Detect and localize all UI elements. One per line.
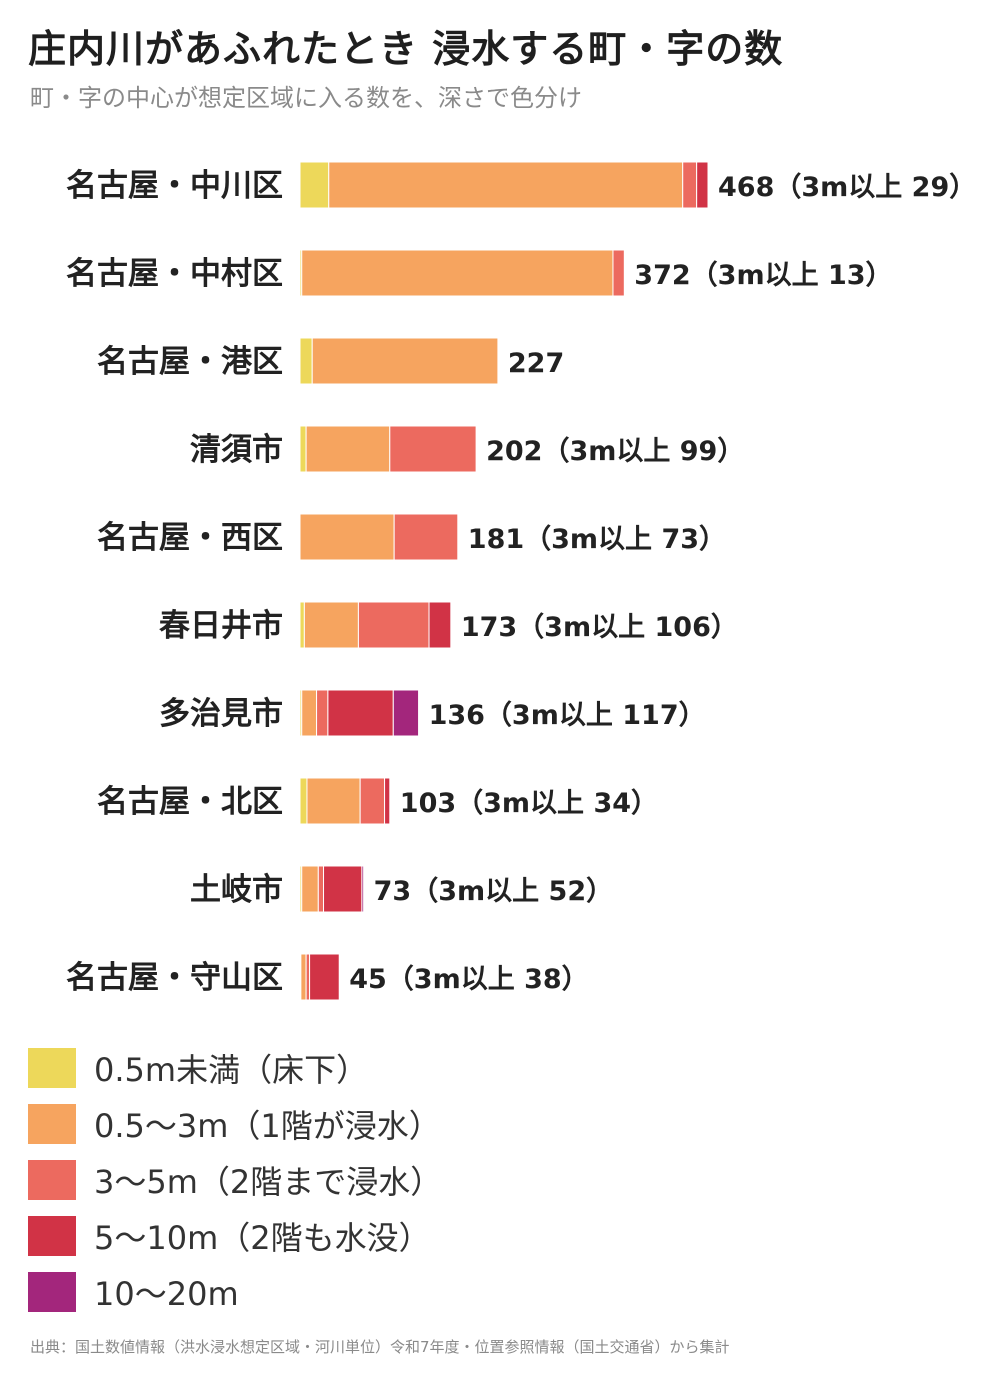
legend-item: 3〜5m（2階まで浸水） — [28, 1152, 442, 1208]
legend-swatch — [28, 1048, 76, 1088]
legend-label: 0.5〜3m（1階が浸水） — [94, 1107, 441, 1145]
bar-segment — [327, 689, 394, 737]
bar-segment — [392, 689, 420, 737]
category-label: 名古屋・港区 — [97, 344, 283, 380]
data-label: 136（3m以上 117） — [429, 700, 706, 731]
data-label: 202（3m以上 99） — [486, 436, 744, 467]
bar-segment — [299, 601, 305, 649]
bar-segment — [384, 777, 391, 825]
data-label: 372（3m以上 13） — [634, 260, 892, 291]
bar-segment — [696, 161, 709, 209]
data-label: 173（3m以上 106） — [461, 612, 738, 643]
bar-segment — [323, 865, 363, 913]
legend-item: 0.5〜3m（1階が浸水） — [28, 1096, 442, 1152]
legend-item: 5〜10m（2階も水没） — [28, 1208, 442, 1264]
stacked-bar-chart: 名古屋・中川区 468（3m以上 29） 名古屋・中村区 372（3m以上 13） 名古… — [66, 161, 976, 1001]
bar-segment — [299, 425, 307, 473]
data-label: 468（3m以上 29） — [718, 172, 976, 203]
legend-swatch — [28, 1216, 76, 1256]
legend-item: 10〜20m — [28, 1264, 442, 1320]
legend-label: 0.5m未満（床下） — [94, 1051, 369, 1089]
legend-label: 10〜20m — [94, 1275, 239, 1313]
legend-swatch — [28, 1160, 76, 1200]
bar-segment — [300, 953, 307, 1001]
bar-segment — [299, 337, 313, 385]
bar-segment — [389, 425, 477, 473]
bar-segment — [306, 777, 361, 825]
source-note: 出典：国土数値情報（洪水浸水想定区域・河川単位）令和7年度・位置参照情報（国土交… — [30, 1338, 730, 1356]
category-label: 名古屋・中川区 — [66, 168, 283, 204]
bar-segment — [328, 161, 684, 209]
category-label: 清須市 — [190, 432, 283, 468]
category-label: 名古屋・中村区 — [66, 256, 283, 292]
bar-segment — [303, 601, 359, 649]
category-label: 名古屋・西区 — [97, 520, 283, 556]
bar-segment — [301, 249, 614, 297]
data-label: 227 — [508, 348, 564, 379]
category-label: 多治見市 — [159, 696, 283, 732]
legend: 0.5m未満（床下） 0.5〜3m（1階が浸水） 3〜5m（2階まで浸水） 5〜… — [28, 1040, 442, 1320]
bar-segment — [682, 161, 698, 209]
bar-segment — [361, 865, 365, 913]
bar-segment — [305, 953, 311, 1001]
bar-segment — [612, 249, 625, 297]
bar-segment — [305, 425, 391, 473]
category-label: 春日井市 — [159, 608, 283, 644]
legend-swatch — [28, 1272, 76, 1312]
bar-segment — [357, 601, 430, 649]
bar-segment — [359, 777, 386, 825]
data-label: 73（3m以上 52） — [374, 876, 613, 907]
bar-segment — [299, 513, 395, 561]
category-label: 名古屋・北区 — [97, 784, 283, 820]
legend-item: 0.5m未満（床下） — [28, 1040, 442, 1096]
bar-segment — [301, 689, 318, 737]
bar-segment — [299, 161, 330, 209]
legend-swatch — [28, 1104, 76, 1144]
category-label: 土岐市 — [190, 872, 283, 908]
legend-label: 5〜10m（2階も水没） — [94, 1219, 431, 1257]
bar-segment — [317, 865, 325, 913]
bar-segment — [299, 777, 308, 825]
bar-segment — [309, 953, 340, 1001]
bar-segment — [316, 689, 329, 737]
data-label: 181（3m以上 73） — [468, 524, 726, 555]
data-label: 45（3m以上 38） — [349, 964, 588, 995]
bar-segment — [428, 601, 452, 649]
bar-segment — [301, 865, 319, 913]
legend-label: 3〜5m（2階まで浸水） — [94, 1163, 443, 1201]
category-label: 名古屋・守山区 — [66, 960, 283, 996]
data-label: 103（3m以上 34） — [400, 788, 658, 819]
chart-title: 庄内川があふれたとき 浸水する町・字の数 — [28, 27, 784, 71]
bar-segment — [311, 337, 499, 385]
bar-segment — [393, 513, 459, 561]
chart-subtitle: 町・字の中心が想定区域に入る数を、深さで色分け — [30, 84, 582, 112]
